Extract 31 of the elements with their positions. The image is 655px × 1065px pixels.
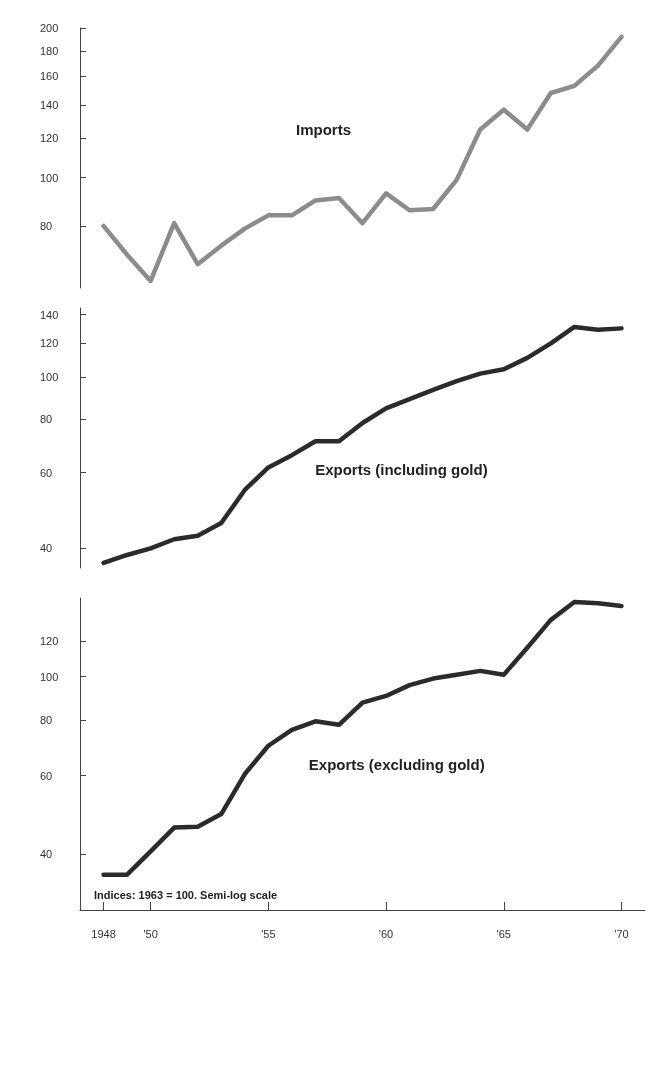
y-tick-label: 40 (40, 848, 53, 861)
x-tick-label: '60 (378, 927, 394, 940)
line-series (101, 599, 624, 877)
y-tick-label: 140 (40, 99, 59, 112)
x-tick-label: '65 (496, 927, 511, 940)
y-tick-label: 40 (40, 542, 53, 555)
y-tick-label: 120 (40, 635, 59, 648)
y-tick-label: 100 (40, 171, 59, 184)
y-tick-label: 100 (40, 371, 59, 384)
y-tick-label: 200 (40, 22, 59, 34)
series-label: Exports (including gold) (315, 461, 488, 478)
y-tick-label: 120 (40, 132, 59, 145)
annotation: Indices: 1963 = 100. Semi-log scale (94, 888, 278, 901)
x-tick-label: '70 (614, 927, 629, 940)
y-tick-label: 100 (40, 670, 59, 683)
x-tick-label: '50 (143, 927, 158, 940)
y-tick-label: 120 (40, 337, 59, 350)
y-tick-label: 60 (40, 466, 53, 479)
x-tick-label: 1948 (91, 927, 116, 940)
y-tick-label: 80 (40, 412, 53, 425)
line-series (101, 324, 624, 566)
y-tick-label: 140 (40, 308, 59, 321)
y-tick-label: 80 (40, 219, 53, 232)
y-tick-label: 160 (40, 70, 59, 83)
line-series (101, 34, 624, 284)
text: Exports (excluding gold) (308, 755, 485, 773)
y-tick-label: 80 (40, 713, 53, 726)
text: Imports (296, 121, 352, 138)
y-tick-label: 60 (40, 769, 53, 782)
x-tick-label: '55 (261, 927, 276, 940)
y-tick-label: 180 (40, 44, 59, 57)
